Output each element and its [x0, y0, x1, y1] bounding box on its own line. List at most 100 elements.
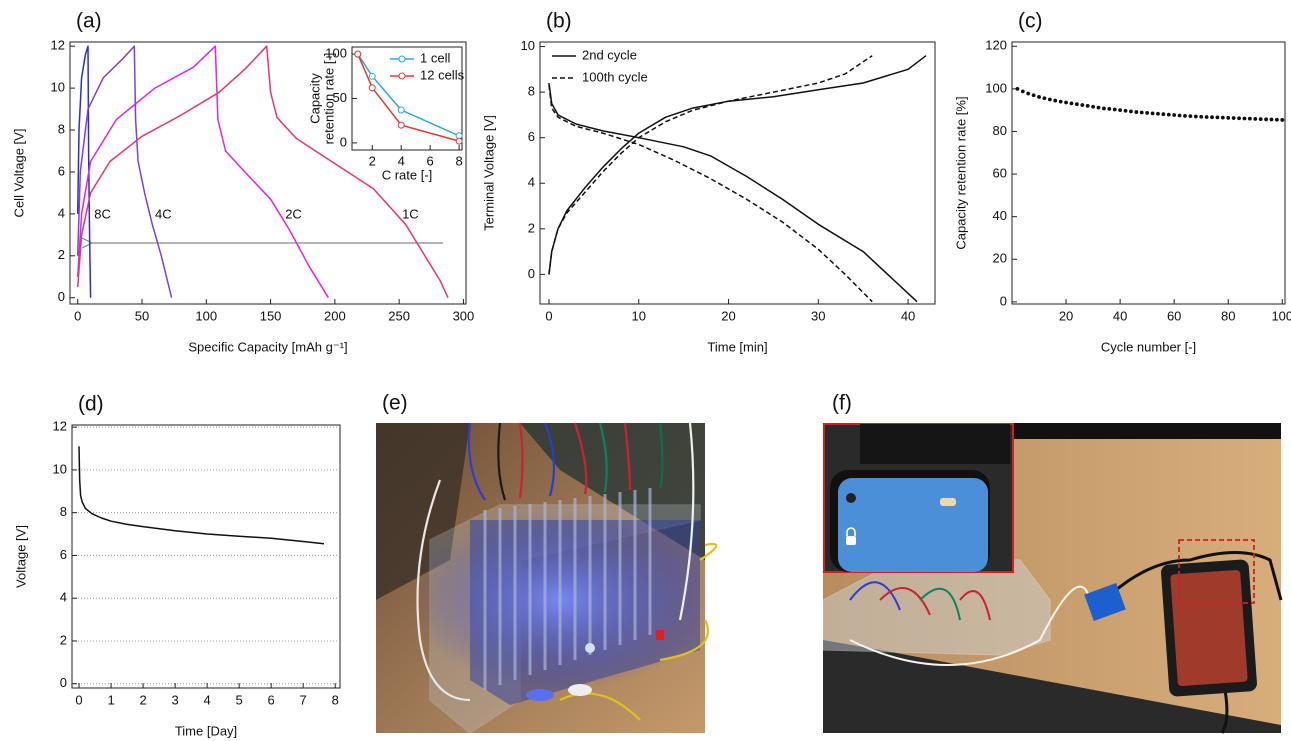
y-tick-label: 0 [58, 289, 65, 304]
plot-frame [71, 424, 341, 689]
data-marker [455, 137, 463, 145]
x-tick-label: 0 [74, 308, 81, 323]
y-tick-label: 2 [528, 220, 535, 235]
data-point [1134, 110, 1139, 114]
x-tick-label: 3 [171, 692, 178, 707]
y-tick-label: 0 [340, 134, 347, 149]
data-point [1166, 112, 1171, 117]
x-tick-label: 300 [453, 308, 475, 323]
data-line [76, 45, 173, 298]
y-tick-label: 6 [58, 163, 65, 178]
data-point [1015, 86, 1020, 91]
data-line [548, 55, 873, 303]
x-tick-label: 2 [139, 692, 146, 707]
y-tick-label: 10 [521, 38, 535, 53]
y-tick-label: 4 [60, 590, 67, 605]
data-point [1183, 114, 1187, 118]
panel-label: (f) [832, 392, 852, 415]
data-point [1210, 115, 1214, 120]
y-tick-label: 8 [528, 84, 535, 99]
y-tick-label: 20 [993, 251, 1007, 266]
y-tick-label: 4 [528, 175, 535, 190]
x-tick-label: 6 [427, 153, 434, 168]
x-tick-label: 80 [1221, 308, 1235, 323]
y-axis-label: Voltage [V] [13, 525, 28, 588]
x-tick-label: 250 [388, 308, 410, 323]
data-point [1020, 89, 1025, 94]
y-tick-label: 12 [51, 38, 65, 53]
data-line [76, 45, 92, 298]
data-point [1253, 116, 1258, 121]
data-point [1220, 115, 1225, 120]
legend-label: 100th cycle [582, 69, 648, 84]
x-axis-label: Time [min] [707, 339, 767, 354]
curve-label: 4C [155, 206, 172, 221]
data-line [357, 53, 460, 137]
panel-label: (a) [76, 10, 102, 33]
y-tick-label: 100 [325, 46, 347, 61]
x-tick-label: 100 [195, 308, 217, 323]
plot-frame [539, 41, 936, 305]
data-point [1177, 113, 1182, 118]
x-tick-label: 6 [268, 692, 275, 707]
x-axis-label: C rate [-] [382, 167, 433, 182]
data-point [1080, 103, 1085, 107]
x-tick-label: 0 [545, 308, 552, 323]
data-point [1107, 106, 1112, 111]
x-tick-label: 40 [1113, 308, 1127, 323]
x-tick-label: 2 [369, 153, 376, 168]
data-marker [354, 50, 362, 58]
panel-label: (d) [78, 393, 104, 416]
data-point [1199, 114, 1204, 119]
data-point [1096, 105, 1101, 110]
data-point [1161, 112, 1166, 117]
y-axis-label: Terminal Voltage [V] [481, 115, 496, 231]
data-point [1231, 116, 1236, 120]
y-tick-label: 12 [53, 419, 67, 434]
y-tick-label: 0 [528, 266, 535, 281]
x-axis-label: Time [Day] [175, 723, 237, 738]
data-line [548, 55, 927, 303]
data-point [1237, 116, 1241, 121]
y-tick-label: 4 [58, 205, 65, 220]
data-point [1112, 107, 1117, 112]
x-tick-label: 4 [204, 692, 211, 707]
panel-label: (c) [1018, 10, 1043, 33]
data-point [1123, 108, 1128, 113]
data-point [1193, 114, 1198, 119]
data-point [1053, 98, 1058, 103]
data-point [1226, 115, 1231, 120]
x-tick-label: 60 [1167, 308, 1181, 323]
y-tick-label: 6 [528, 129, 535, 144]
y-tick-label: 8 [60, 504, 67, 519]
data-point [1172, 113, 1177, 117]
data-point [1074, 102, 1079, 107]
legend-label: 12 cells [420, 67, 465, 82]
data-point [1274, 117, 1279, 122]
data-point [1280, 118, 1285, 122]
data-point [1188, 114, 1193, 119]
data-point [1242, 116, 1247, 121]
data-point [1247, 116, 1252, 121]
data-point [1204, 115, 1209, 119]
data-marker [368, 72, 376, 80]
data-line [76, 45, 449, 299]
y-tick-label: 10 [51, 80, 65, 95]
data-point [1069, 101, 1074, 106]
data-marker [368, 84, 376, 92]
panel-label: (e) [382, 392, 408, 415]
curve-label: 8C [94, 206, 111, 221]
photo-f [822, 423, 1283, 734]
data-marker [397, 106, 405, 114]
y-tick-label: 0 [60, 675, 67, 690]
x-tick-label: 150 [260, 308, 282, 323]
x-tick-label: 30 [811, 308, 825, 323]
data-point [1156, 111, 1160, 116]
data-point [1064, 100, 1068, 105]
panel-label: (b) [546, 10, 572, 33]
y-tick-label: 50 [333, 90, 347, 105]
plot-frame [1011, 41, 1286, 305]
data-point [1037, 95, 1041, 99]
x-tick-label: 20 [1059, 308, 1073, 323]
